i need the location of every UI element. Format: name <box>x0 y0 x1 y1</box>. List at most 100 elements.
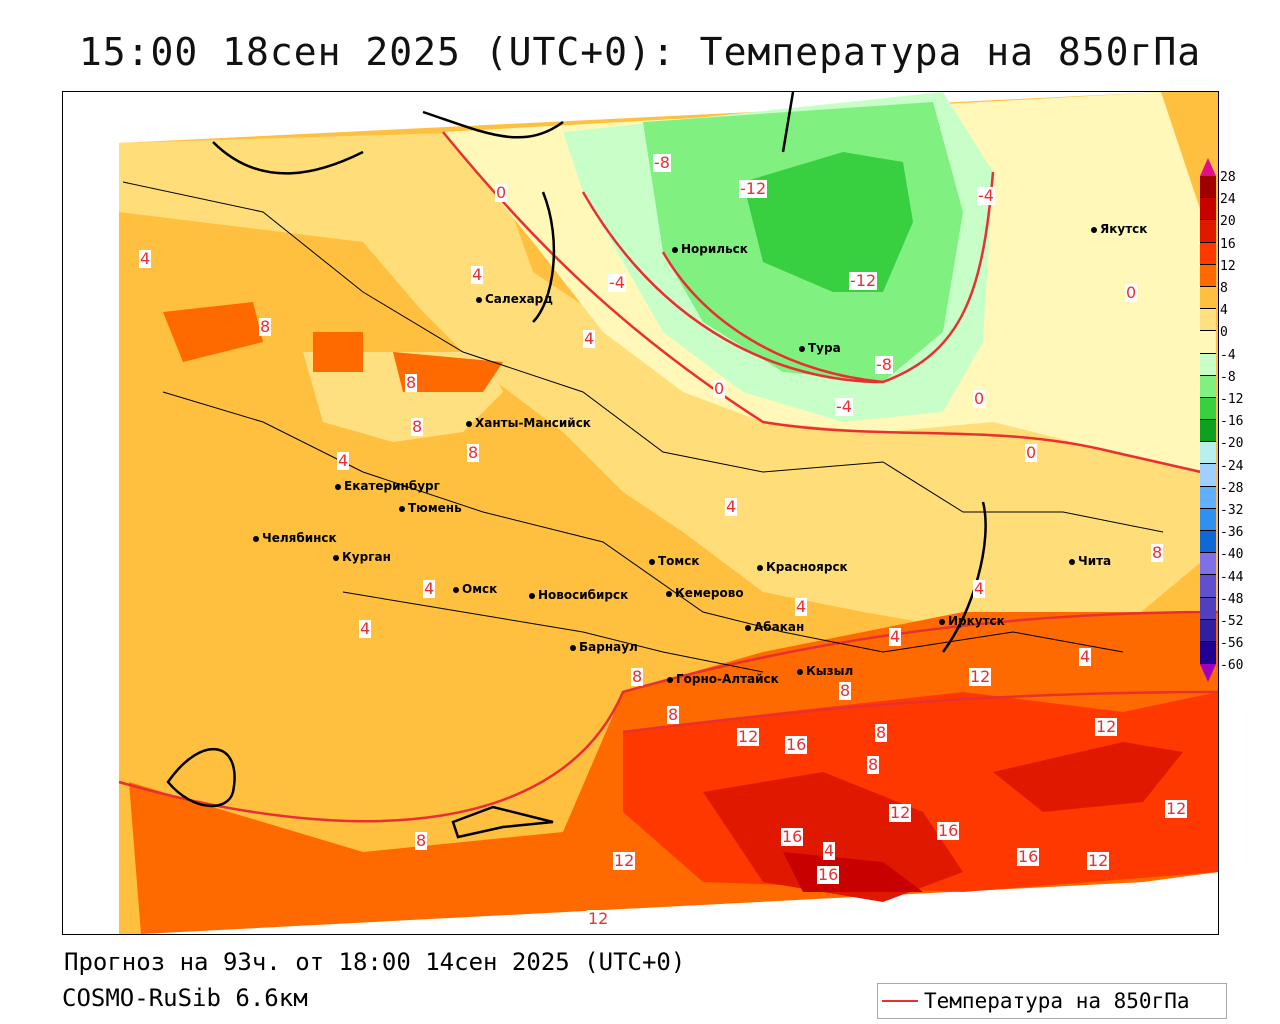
colorbar-label: -52 <box>1220 614 1244 629</box>
contour-label: -12 <box>739 179 768 198</box>
forecast-info: Прогноз на 93ч. от 18:00 14сен 2025 (UTC… <box>64 948 686 976</box>
colorbar-label: -16 <box>1220 414 1244 430</box>
colorbar-label: -56 <box>1220 636 1244 652</box>
colorbar-label: 4 <box>1220 303 1228 319</box>
contour-label: 16 <box>1017 847 1040 866</box>
colorbar-label: -20 <box>1220 436 1244 452</box>
contour-label: 8 <box>867 755 880 774</box>
contour-label: 0 <box>495 183 508 202</box>
contour-label: 8 <box>631 667 644 686</box>
contour-label: 4 <box>359 619 372 638</box>
colorbar-label: -48 <box>1220 591 1244 607</box>
contour-label: 16 <box>781 827 804 846</box>
contour-label: -4 <box>835 397 853 416</box>
city-kyzyl: Кызыл <box>797 664 853 678</box>
contour-label: 8 <box>667 705 680 724</box>
contour-label: 8 <box>415 831 428 850</box>
colorbar-swatch <box>1200 553 1216 576</box>
colorbar-swatch <box>1200 353 1216 376</box>
colorbar-swatch <box>1200 309 1216 332</box>
contour-label: -8 <box>653 153 671 172</box>
city-novosibirsk: Новосибирск <box>529 588 628 602</box>
city-ekaterinburg: Екатеринбург <box>335 479 440 493</box>
city-tura: Тура <box>799 341 841 355</box>
contour-label: 12 <box>1165 799 1188 818</box>
legend-label: Температура на 850гПа <box>924 989 1190 1013</box>
contour-label: 12 <box>1087 851 1110 870</box>
colorbar-swatch <box>1200 531 1216 554</box>
colorbar-label: -8 <box>1220 369 1236 385</box>
colorbar-label: 16 <box>1220 236 1236 252</box>
city-barnaul: Барнаул <box>570 640 638 654</box>
colorbar <box>1200 158 1216 683</box>
contour-label: 16 <box>785 735 808 754</box>
contour-label: 4 <box>795 597 808 616</box>
colorbar-label: -44 <box>1220 569 1244 585</box>
colorbar-label: 24 <box>1220 192 1236 208</box>
contour-label: 12 <box>587 909 610 928</box>
contour-label: 0 <box>973 389 986 408</box>
contour-label: 4 <box>1079 647 1092 666</box>
colorbar-swatch <box>1200 375 1216 398</box>
contour-label: 4 <box>725 497 738 516</box>
contour-label: 12 <box>889 803 912 822</box>
city-tomsk: Томск <box>649 554 700 568</box>
contour-label: 4 <box>423 579 436 598</box>
contour-label: 4 <box>973 579 986 598</box>
colorbar-swatch <box>1200 176 1216 199</box>
colorbar-swatch <box>1200 442 1216 465</box>
city-tyumen: Тюмень <box>399 501 462 515</box>
contour-label: 12 <box>737 727 760 746</box>
city-khanty-mansiysk: Ханты-Мансийск <box>466 416 591 430</box>
contour-line-swatch <box>882 1000 918 1002</box>
contour-label: 4 <box>823 841 836 860</box>
contour-label: 12 <box>969 667 992 686</box>
contour-label: 8 <box>411 417 424 436</box>
contour-label: -12 <box>849 271 878 290</box>
city-norilsk: Норильск <box>672 242 748 256</box>
city-gorno-altaysk: Горно-Алтайск <box>667 672 779 686</box>
contour-label: 16 <box>817 865 840 884</box>
contour-label: 8 <box>259 317 272 336</box>
contour-label: -8 <box>875 355 893 374</box>
contour-label: 4 <box>471 265 484 284</box>
colorbar-label: 28 <box>1220 170 1236 185</box>
contour-label: -4 <box>977 186 995 205</box>
city-chita: Чита <box>1069 554 1111 568</box>
contour-label: 0 <box>713 379 726 398</box>
contour-label: 4 <box>139 249 152 268</box>
contour-label: 8 <box>839 681 852 700</box>
contour-label: 12 <box>613 851 636 870</box>
colorbar-label: -12 <box>1220 392 1244 407</box>
colorbar-swatch <box>1200 198 1216 221</box>
colorbar-swatch <box>1200 264 1216 287</box>
colorbar-label: 12 <box>1220 258 1236 274</box>
city-irkutsk: Иркутск <box>939 614 1005 628</box>
contour-label: -4 <box>608 273 626 292</box>
colorbar-label: -60 <box>1220 658 1244 674</box>
legend: Температура на 850гПа <box>877 983 1227 1019</box>
contour-label: 4 <box>889 627 902 646</box>
temperature-map: Якутск Норильск Салехард Тура Ханты-Манс… <box>62 91 1219 935</box>
city-krasnoyarsk: Красноярск <box>757 560 848 574</box>
colorbar-swatch <box>1200 641 1216 665</box>
model-name: COSMO-RuSib 6.6км <box>62 984 308 1012</box>
colorbar-label: -4 <box>1220 347 1236 363</box>
contour-label: 4 <box>583 329 596 348</box>
colorbar-swatch <box>1200 331 1216 354</box>
colorbar-over-arrow <box>1200 158 1216 176</box>
colorbar-swatch <box>1200 619 1216 642</box>
colorbar-label: 20 <box>1220 214 1236 230</box>
city-salekhard: Салехард <box>476 292 553 306</box>
city-kurgan: Курган <box>333 550 391 564</box>
colorbar-swatch <box>1200 397 1216 421</box>
contour-label: 0 <box>1125 283 1138 302</box>
colorbar-swatch <box>1200 420 1216 443</box>
colorbar-swatch <box>1200 220 1216 243</box>
temperature-field <box>118 92 1218 934</box>
colorbar-swatch <box>1200 597 1216 620</box>
contour-label: 8 <box>1151 543 1164 562</box>
colorbar-swatch <box>1200 508 1216 531</box>
contour-label: 8 <box>875 723 888 742</box>
colorbar-swatch <box>1200 464 1216 487</box>
